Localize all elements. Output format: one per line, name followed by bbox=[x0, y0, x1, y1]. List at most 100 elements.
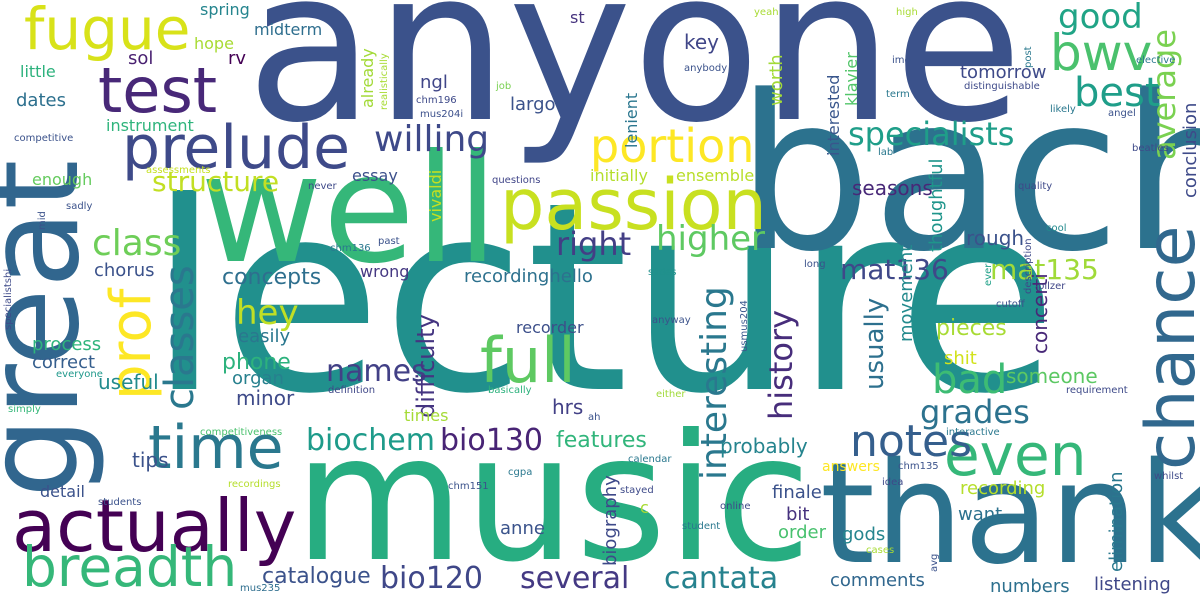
word-minor: minor bbox=[236, 386, 295, 410]
word-organ: organ bbox=[232, 368, 284, 389]
word-instrument: instrument bbox=[106, 116, 194, 135]
word-beatles: beatles bbox=[1132, 143, 1169, 154]
word-mus204i: mus204i bbox=[420, 109, 464, 120]
word-correct: correct bbox=[32, 352, 96, 373]
word-c: c bbox=[640, 498, 649, 517]
word-biography: biography bbox=[600, 475, 621, 566]
word-pilzer: pilzer bbox=[1038, 281, 1066, 292]
word-well: well bbox=[200, 123, 499, 297]
word-dates: dates bbox=[16, 90, 66, 111]
word-quality: quality bbox=[1018, 181, 1053, 192]
word-term: term bbox=[886, 89, 910, 100]
word-conclusion: conclusion bbox=[1180, 102, 1200, 198]
word-questions: questions bbox=[492, 175, 541, 186]
word-yeah: yeah bbox=[754, 7, 779, 18]
word-hrs: hrs bbox=[552, 395, 584, 419]
word-student: student bbox=[682, 521, 721, 532]
word-key: key bbox=[684, 30, 720, 54]
word-mus235: mus235 bbox=[240, 583, 281, 594]
word-slides: slides bbox=[648, 267, 677, 278]
word-recordings: recordings bbox=[228, 479, 281, 490]
word-hope: hope bbox=[194, 34, 234, 53]
word-initially: initially bbox=[590, 166, 648, 185]
word-interested: interested bbox=[824, 74, 843, 156]
word-music: music bbox=[294, 398, 812, 600]
word-hey: hey bbox=[236, 293, 299, 333]
word-elimination: elimination bbox=[1106, 471, 1127, 572]
word-process: process bbox=[32, 334, 102, 355]
word-useful: useful bbox=[98, 370, 159, 394]
word-sol: sol bbox=[128, 48, 154, 69]
word-competitive: competitive bbox=[14, 133, 74, 144]
word-calendar: calendar bbox=[628, 454, 672, 465]
word-ngl: ngl bbox=[420, 72, 448, 93]
word-concepts: concepts bbox=[222, 265, 322, 290]
word-klavier: klavier bbox=[842, 52, 861, 106]
word-full: full bbox=[480, 324, 576, 397]
word-higher: higher bbox=[656, 219, 766, 259]
word-structure: structure bbox=[152, 165, 280, 198]
word-numbers: numbers bbox=[990, 576, 1070, 597]
word-want: want bbox=[958, 504, 1003, 525]
word-chm151: chm151 bbox=[448, 481, 489, 492]
word-imo: imo bbox=[892, 55, 911, 66]
word-recording: recording bbox=[960, 478, 1046, 499]
word-st: st bbox=[570, 8, 585, 27]
word-wrong: wrong bbox=[360, 262, 410, 281]
word-seasons: seasons bbox=[852, 176, 933, 200]
word-features: features bbox=[556, 428, 647, 453]
word-mat136: mat136 bbox=[840, 253, 949, 286]
word-chm136: chm136 bbox=[330, 243, 371, 254]
word-best: best bbox=[1074, 70, 1161, 116]
word-actually: actually bbox=[12, 484, 297, 568]
word-stayed: stayed bbox=[620, 485, 654, 496]
word-requirement: requirement bbox=[1066, 385, 1128, 396]
word-time: time bbox=[148, 413, 284, 483]
word-right: right bbox=[556, 225, 632, 263]
word-specialists: specialists bbox=[848, 115, 1015, 153]
word-class: class bbox=[92, 223, 182, 264]
word-prelude: prelude bbox=[122, 113, 351, 183]
word-everyone: everyone bbox=[56, 369, 103, 380]
word-bwv: bwv bbox=[1050, 24, 1153, 82]
word-grades: grades bbox=[920, 393, 1030, 431]
word-mat135: mat135 bbox=[990, 253, 1099, 286]
word-thank: thank bbox=[820, 433, 1200, 596]
word-ensemble: ensemble bbox=[676, 166, 755, 185]
word-realistically: realistically bbox=[379, 53, 390, 110]
word-times: times bbox=[404, 406, 449, 425]
word-little: little bbox=[20, 62, 56, 81]
word-bit: bit bbox=[786, 504, 810, 525]
word-bio130: bio130 bbox=[440, 423, 543, 458]
word-tomorrow: tomorrow bbox=[960, 62, 1047, 83]
word-even: even bbox=[944, 421, 1087, 489]
word-midterm: midterm bbox=[254, 20, 323, 39]
word-probably: probably bbox=[720, 434, 808, 458]
word-students: students bbox=[98, 497, 142, 508]
word-portion: portion bbox=[590, 119, 755, 173]
word-specialistshi: specialistshi bbox=[3, 268, 14, 330]
word-anyway: anyway bbox=[652, 315, 691, 326]
word-likely: likely bbox=[1050, 104, 1076, 115]
word-bio120: bio120 bbox=[380, 561, 483, 596]
word-online: online bbox=[720, 501, 751, 512]
word-detail: detail bbox=[40, 482, 85, 501]
word-ever: ever bbox=[983, 263, 994, 286]
word-listening: listening bbox=[1094, 574, 1171, 595]
word-breadth: breadth bbox=[22, 535, 238, 599]
word-notes: notes bbox=[850, 416, 973, 467]
word-lecture: lecture bbox=[148, 146, 1058, 451]
word-already: already bbox=[358, 48, 377, 108]
word-competitiveness: competitiveness bbox=[200, 427, 283, 438]
word-shit: shit bbox=[944, 348, 977, 369]
word-bach: bach bbox=[736, 50, 1200, 299]
word-job: job bbox=[496, 81, 512, 92]
word-angel: angel bbox=[1108, 108, 1136, 119]
word-interactive: interactive bbox=[946, 427, 1000, 438]
word-history: history bbox=[762, 309, 800, 420]
word-sadly: sadly bbox=[66, 201, 93, 212]
word-past: past bbox=[378, 236, 400, 247]
word-usually: usually bbox=[860, 297, 890, 390]
word-difficulty: difficulty bbox=[412, 314, 440, 418]
